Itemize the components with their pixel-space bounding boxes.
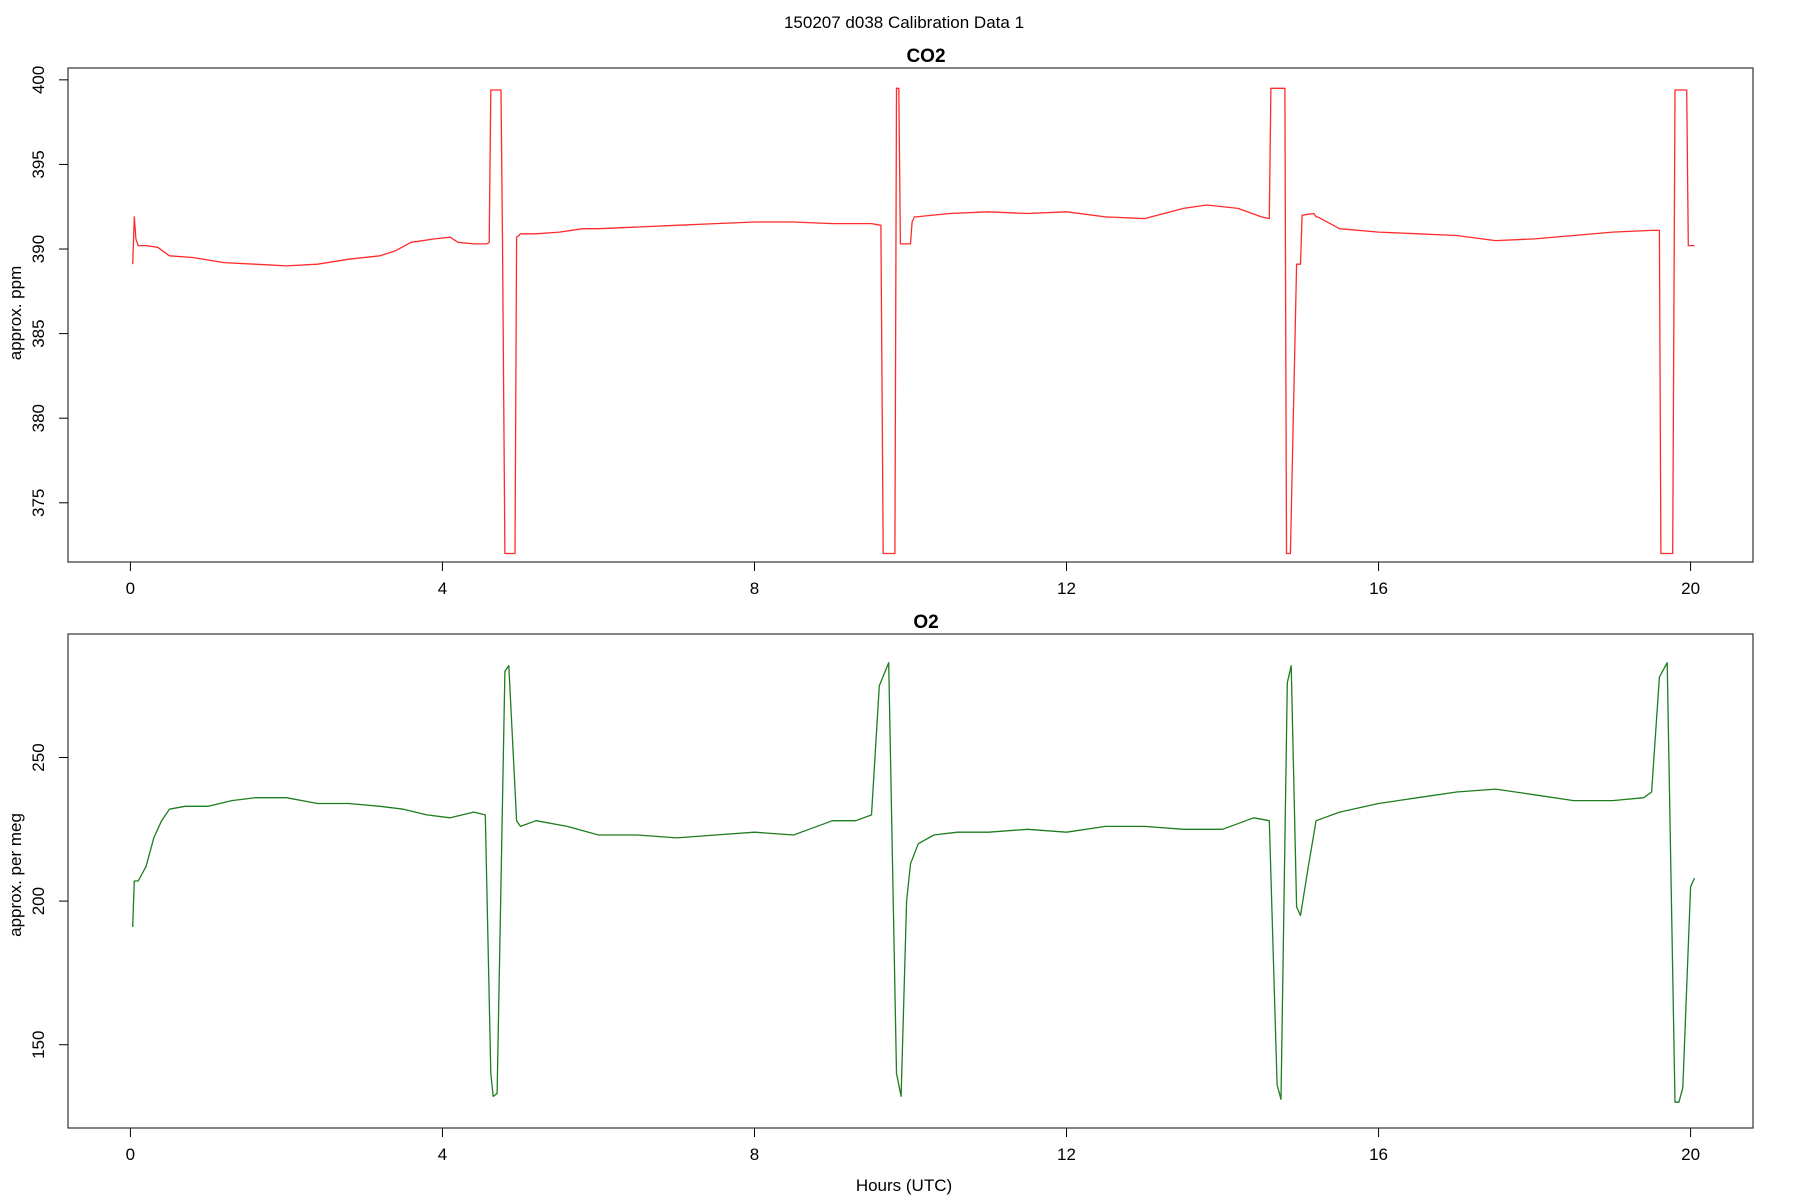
o2-x-tick-label: 8 <box>750 1145 759 1164</box>
co2-y-axis-label: approx. ppm <box>6 266 25 361</box>
o2-x-tick-label: 4 <box>438 1145 447 1164</box>
co2-plot-frame <box>67 67 1754 563</box>
co2-x-tick-label: 8 <box>750 579 759 598</box>
co2-y-tick-label: 395 <box>29 150 48 178</box>
o2-y-tick-label: 200 <box>29 887 48 915</box>
co2-x-tick-label: 12 <box>1057 579 1076 598</box>
o2-series-line <box>132 662 1696 1103</box>
o2-plot-frame <box>67 633 1754 1129</box>
o2-y-tick-label: 250 <box>29 743 48 771</box>
o2-x-tick-label: 12 <box>1057 1145 1076 1164</box>
page-title: 150207 d038 Calibration Data 1 <box>784 13 1024 32</box>
co2-panel: CO2 approx. ppm 0 4 8 12 16 20 375 380 385 390 395… <box>6 46 1754 598</box>
o2-panel: O2 approx. per meg 0 4 8 12 16 20 150 200 250 <box>6 612 1754 1164</box>
co2-y-tick-label: 400 <box>29 66 48 94</box>
co2-x-tick-label: 0 <box>126 579 135 598</box>
co2-x-tick-label: 16 <box>1369 579 1388 598</box>
co2-y-tick-label: 385 <box>29 319 48 347</box>
co2-y-tick-label: 390 <box>29 235 48 263</box>
o2-x-tick-label: 0 <box>126 1145 135 1164</box>
co2-y-tick-label: 375 <box>29 489 48 517</box>
x-axis-label: Hours (UTC) <box>856 1176 952 1195</box>
co2-panel-title: CO2 <box>906 46 945 67</box>
co2-series-line <box>132 87 1695 555</box>
o2-x-tick-label: 20 <box>1681 1145 1700 1164</box>
o2-y-tick-label: 150 <box>29 1031 48 1059</box>
co2-y-tick-label: 380 <box>29 404 48 432</box>
o2-y-axis-label: approx. per meg <box>6 813 25 937</box>
co2-x-tick-label: 4 <box>438 579 447 598</box>
co2-x-tick-label: 20 <box>1681 579 1700 598</box>
o2-panel-title: O2 <box>913 612 938 633</box>
o2-x-tick-label: 16 <box>1369 1145 1388 1164</box>
